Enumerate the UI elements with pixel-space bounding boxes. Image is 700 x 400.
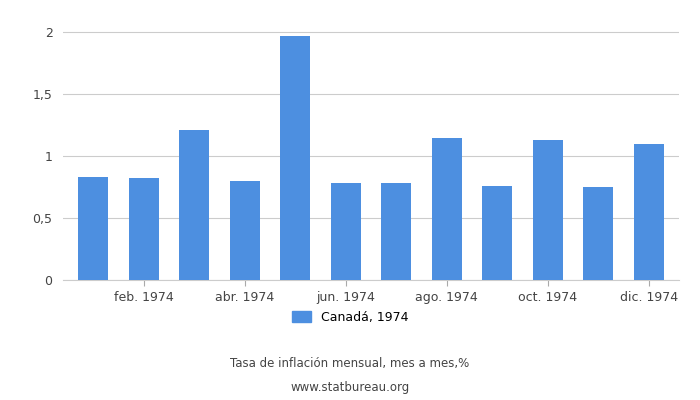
Bar [482,186,512,280]
Bar [533,140,563,280]
Bar [78,177,108,280]
Bar [230,181,260,280]
Text: Tasa de inflación mensual, mes a mes,%: Tasa de inflación mensual, mes a mes,% [230,358,470,370]
Text: www.statbureau.org: www.statbureau.org [290,382,410,394]
Bar [280,36,310,280]
Bar [330,184,361,280]
Bar [129,178,159,280]
Bar [583,187,613,280]
Bar [432,138,462,280]
Legend: Canadá, 1974: Canadá, 1974 [292,311,408,324]
Bar [381,184,412,280]
Bar [179,130,209,280]
Bar [634,144,664,280]
